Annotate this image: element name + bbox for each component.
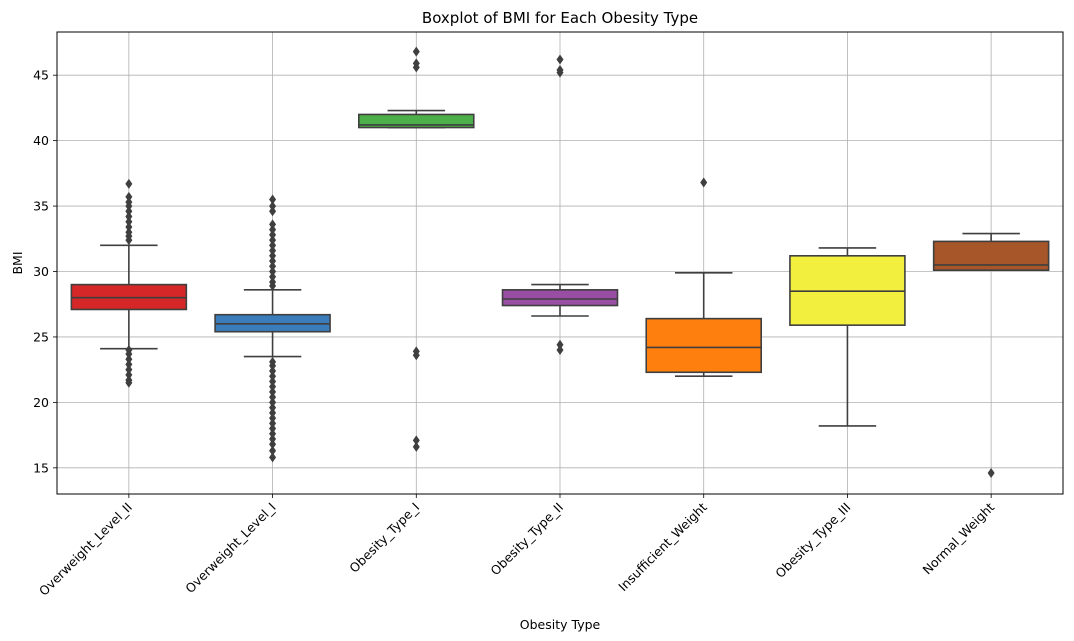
x-tick-label: Insufficient_Weight	[615, 499, 710, 594]
y-tick-label: 15	[33, 460, 49, 475]
outlier-point	[700, 177, 708, 188]
iqr-box	[932, 240, 1050, 271]
outlier-point	[269, 219, 277, 230]
outlier-point	[269, 392, 277, 403]
outlier-point	[556, 64, 564, 75]
outlier-point	[556, 54, 564, 65]
x-tick-label: Obesity_Type_II	[487, 500, 566, 579]
x-tick-label: Obesity_Type_I	[346, 500, 422, 576]
outlier-point	[269, 224, 277, 235]
outlier-point	[269, 413, 277, 424]
outlier-point	[125, 178, 133, 189]
outlier-point	[269, 256, 277, 267]
y-axis-ticks: 15 20 25 30 35 40 45	[33, 68, 57, 475]
box-overweight-level-ii	[70, 178, 188, 388]
outlier-point	[269, 250, 277, 261]
box-obesity-type-iii	[789, 247, 906, 427]
outlier-point	[125, 216, 133, 227]
outlier-point	[125, 375, 133, 386]
outlier-point	[269, 402, 277, 413]
grid-lines	[57, 32, 1063, 494]
y-tick-label: 30	[33, 264, 49, 279]
y-tick-label: 25	[33, 329, 49, 344]
outlier-point	[125, 345, 133, 356]
outlier-point	[269, 445, 277, 456]
outlier-point	[269, 245, 277, 256]
x-tick-label: Normal_Weight	[919, 499, 997, 577]
outlier-point	[125, 191, 133, 202]
y-axis-label: BMI	[10, 251, 25, 274]
outlier-point	[125, 197, 133, 208]
outlier-point	[269, 407, 277, 418]
outlier-point	[269, 194, 277, 205]
outlier-point	[125, 359, 133, 370]
x-tick-label: Obesity_Type_III	[772, 500, 853, 581]
outlier-point	[556, 339, 564, 350]
outlier-point	[269, 439, 277, 450]
outlier-point	[269, 240, 277, 251]
box-obesity-type-i	[357, 46, 475, 452]
outlier-point	[125, 364, 133, 375]
y-tick-label: 40	[33, 133, 49, 148]
outlier-point	[269, 356, 277, 367]
outlier-point	[269, 428, 277, 439]
outlier-point	[125, 227, 133, 238]
outlier-point	[269, 261, 277, 272]
plot-frame	[56, 31, 1064, 495]
outlier-point	[269, 235, 277, 246]
outlier-point	[269, 206, 277, 217]
box-insufficient-weight	[645, 177, 763, 378]
outlier-point	[269, 434, 277, 445]
box-overweight-level-i	[214, 194, 331, 463]
y-tick-label: 20	[33, 395, 49, 410]
x-axis-label: Obesity Type	[520, 617, 601, 632]
outlier-point	[556, 345, 564, 356]
y-tick-label: 45	[33, 68, 49, 83]
outlier-point	[987, 468, 995, 479]
iqr-box	[501, 289, 619, 307]
outlier-point	[269, 418, 277, 429]
outlier-point	[269, 371, 277, 382]
chart-title: Boxplot of BMI for Each Obesity Type	[422, 9, 698, 27]
outlier-point	[412, 46, 420, 57]
outlier-point	[412, 435, 420, 446]
x-tick-label: Overweight_Level_I	[182, 500, 278, 596]
iqr-box	[645, 317, 763, 374]
outlier-point	[269, 452, 277, 463]
outlier-point	[412, 346, 420, 357]
outlier-point	[269, 423, 277, 434]
outlier-point	[269, 271, 277, 282]
outlier-point	[125, 354, 133, 365]
x-axis-ticks: Overweight_Level_II Overweight_Level_I Obe…	[36, 494, 997, 599]
outlier-point	[269, 381, 277, 392]
boxes-layer	[70, 46, 1050, 479]
x-tick-label: Overweight_Level_II	[36, 500, 135, 599]
outlier-point	[269, 276, 277, 287]
outlier-point	[269, 229, 277, 240]
outlier-point	[269, 397, 277, 408]
outlier-point	[125, 222, 133, 233]
outlier-point	[125, 369, 133, 380]
outlier-point	[269, 266, 277, 277]
outlier-point	[269, 376, 277, 387]
outlier-point	[412, 58, 420, 69]
outlier-point	[125, 206, 133, 217]
box-obesity-type-ii	[501, 54, 619, 356]
outlier-point	[269, 365, 277, 376]
y-tick-label: 35	[33, 199, 49, 214]
box-normal-weight	[932, 232, 1050, 479]
outlier-point	[125, 211, 133, 222]
outlier-point	[269, 201, 277, 212]
outlier-point	[269, 386, 277, 397]
outlier-point	[412, 441, 420, 452]
